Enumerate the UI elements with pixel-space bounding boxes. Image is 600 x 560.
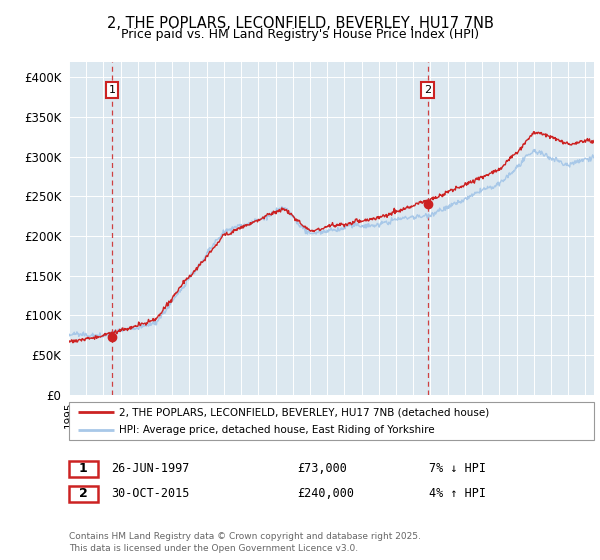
Text: £73,000: £73,000 xyxy=(297,462,347,475)
Text: 1: 1 xyxy=(79,462,88,475)
Text: 1: 1 xyxy=(109,85,115,95)
Text: 2: 2 xyxy=(79,487,88,501)
Text: Contains HM Land Registry data © Crown copyright and database right 2025.
This d: Contains HM Land Registry data © Crown c… xyxy=(69,533,421,553)
Text: 2, THE POPLARS, LECONFIELD, BEVERLEY, HU17 7NB (detached house): 2, THE POPLARS, LECONFIELD, BEVERLEY, HU… xyxy=(119,407,489,417)
Text: Price paid vs. HM Land Registry's House Price Index (HPI): Price paid vs. HM Land Registry's House … xyxy=(121,28,479,41)
Text: 30-OCT-2015: 30-OCT-2015 xyxy=(111,487,190,501)
Text: 2, THE POPLARS, LECONFIELD, BEVERLEY, HU17 7NB: 2, THE POPLARS, LECONFIELD, BEVERLEY, HU… xyxy=(107,16,493,31)
Text: 2: 2 xyxy=(424,85,431,95)
Text: 4% ↑ HPI: 4% ↑ HPI xyxy=(429,487,486,501)
Text: 7% ↓ HPI: 7% ↓ HPI xyxy=(429,462,486,475)
Text: £240,000: £240,000 xyxy=(297,487,354,501)
Text: HPI: Average price, detached house, East Riding of Yorkshire: HPI: Average price, detached house, East… xyxy=(119,425,434,435)
Text: 26-JUN-1997: 26-JUN-1997 xyxy=(111,462,190,475)
